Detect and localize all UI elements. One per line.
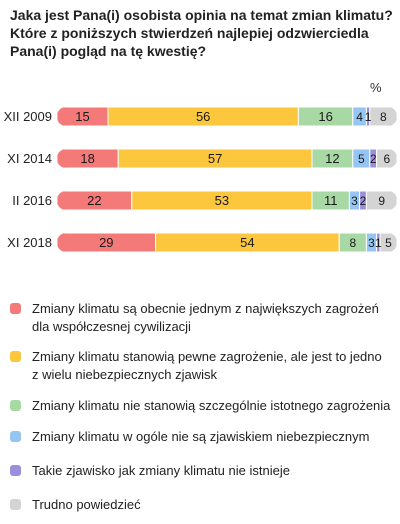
- value-label-s1-ii-2016: 22: [87, 193, 101, 208]
- legend-swatch: [10, 400, 21, 411]
- value-label-s2-ii-2016: 53: [215, 193, 229, 208]
- legend-label-line: Zmiany klimatu w ogóle nie są zjawiskiem…: [32, 429, 370, 444]
- value-label-s6-xi-2014: 6: [383, 152, 390, 166]
- legend-label: Zmiany klimatu nie stanowią szczególnie …: [32, 397, 392, 415]
- category-label-xi-2014: XI 2014: [7, 151, 52, 166]
- legend-swatch: [10, 351, 21, 362]
- percent-unit-label: %: [370, 80, 382, 95]
- value-label-s3-xii-2009: 16: [318, 109, 332, 124]
- legend-swatch: [10, 465, 21, 476]
- category-label-ii-2016: II 2016: [12, 193, 52, 208]
- legend-label-line: Zmiany klimatu stanowią pewne zagrożenie…: [32, 349, 382, 364]
- stacked-bar-chart: XII 2009 15 56 16 4 1 8XI 2014 18 57 12 5 2 6II 2016…: [4, 107, 397, 252]
- legend-label-line: Zmiany klimatu nie stanowią szczególnie …: [32, 398, 391, 413]
- value-label-s3-ii-2016: 11: [324, 193, 338, 208]
- value-label-s2-xii-2009: 56: [196, 109, 210, 124]
- category-label-xi-2018: XI 2018: [7, 235, 52, 250]
- value-label-s4-xi-2018: 3: [368, 236, 375, 250]
- value-label-s6-ii-2016: 9: [378, 194, 385, 208]
- value-label-s5-ii-2016: 2: [360, 194, 367, 208]
- value-label-s5-xii-2009: 1: [365, 110, 372, 124]
- legend-swatch: [10, 303, 21, 314]
- legend-label: Zmiany klimatu w ogóle nie są zjawiskiem…: [32, 428, 392, 446]
- value-label-s1-xii-2009: 15: [75, 109, 89, 124]
- value-label-s1-xi-2014: 18: [80, 151, 94, 166]
- legend-swatch: [10, 431, 21, 442]
- value-label-s1-xi-2018: 29: [99, 235, 113, 250]
- legend-label-line: Zmiany klimatu są obecnie jednym z najwi…: [32, 301, 379, 316]
- bar-segment-s6-xi-2014: [376, 149, 397, 168]
- chart-title: Jaka jest Pana(i) osobista opinia na tem…: [10, 6, 395, 60]
- value-label-s4-xi-2014: 5: [358, 152, 365, 166]
- value-label-s5-xi-2014: 2: [370, 152, 377, 166]
- bar-segment-s6-ii-2016: [365, 191, 397, 210]
- value-label-s2-xi-2018: 54: [240, 235, 254, 250]
- title-line-3: Pana(i) pogląd na tę kwestię?: [10, 43, 207, 59]
- legend-label: Zmiany klimatu stanowią pewne zagrożenie…: [32, 348, 392, 384]
- value-label-s2-xi-2014: 57: [208, 151, 222, 166]
- title-line-2: Które z poniższych stwierdzeń najlepiej …: [10, 25, 369, 41]
- value-label-s3-xi-2018: 8: [349, 236, 356, 250]
- bar-segment-s6-xi-2018: [379, 233, 397, 252]
- bar-row-ii-2016: [57, 191, 397, 210]
- bar-row-xi-2014: [57, 149, 397, 168]
- bar-segment-s6-xii-2009: [369, 107, 397, 126]
- value-label-s6-xii-2009: 8: [380, 110, 387, 124]
- value-label-s5-xi-2018: 1: [375, 236, 382, 250]
- legend-label-line: z wielu niebezpiecznych zjawisk: [32, 367, 217, 382]
- legend-swatch: [10, 499, 21, 510]
- legend-label-line: dla współczesnej cywilizacji: [32, 319, 191, 334]
- value-label-s6-xi-2018: 5: [385, 236, 392, 250]
- value-label-s4-ii-2016: 3: [351, 194, 358, 208]
- legend-label-line: Takie zjawisko jak zmiany klimatu nie is…: [32, 463, 290, 478]
- value-label-s3-xi-2014: 12: [325, 151, 339, 166]
- legend-label: Trudno powiedzieć: [32, 496, 392, 514]
- value-label-s4-xii-2009: 4: [356, 110, 363, 124]
- category-label-xii-2009: XII 2009: [4, 109, 52, 124]
- legend-label-line: Trudno powiedzieć: [32, 497, 141, 512]
- legend-label: Zmiany klimatu są obecnie jednym z najwi…: [32, 300, 392, 336]
- bar-row-xii-2009: [57, 107, 397, 126]
- bar-row-xi-2018: [57, 233, 397, 252]
- legend-label: Takie zjawisko jak zmiany klimatu nie is…: [32, 462, 392, 480]
- title-line-1: Jaka jest Pana(i) osobista opinia na tem…: [10, 7, 393, 23]
